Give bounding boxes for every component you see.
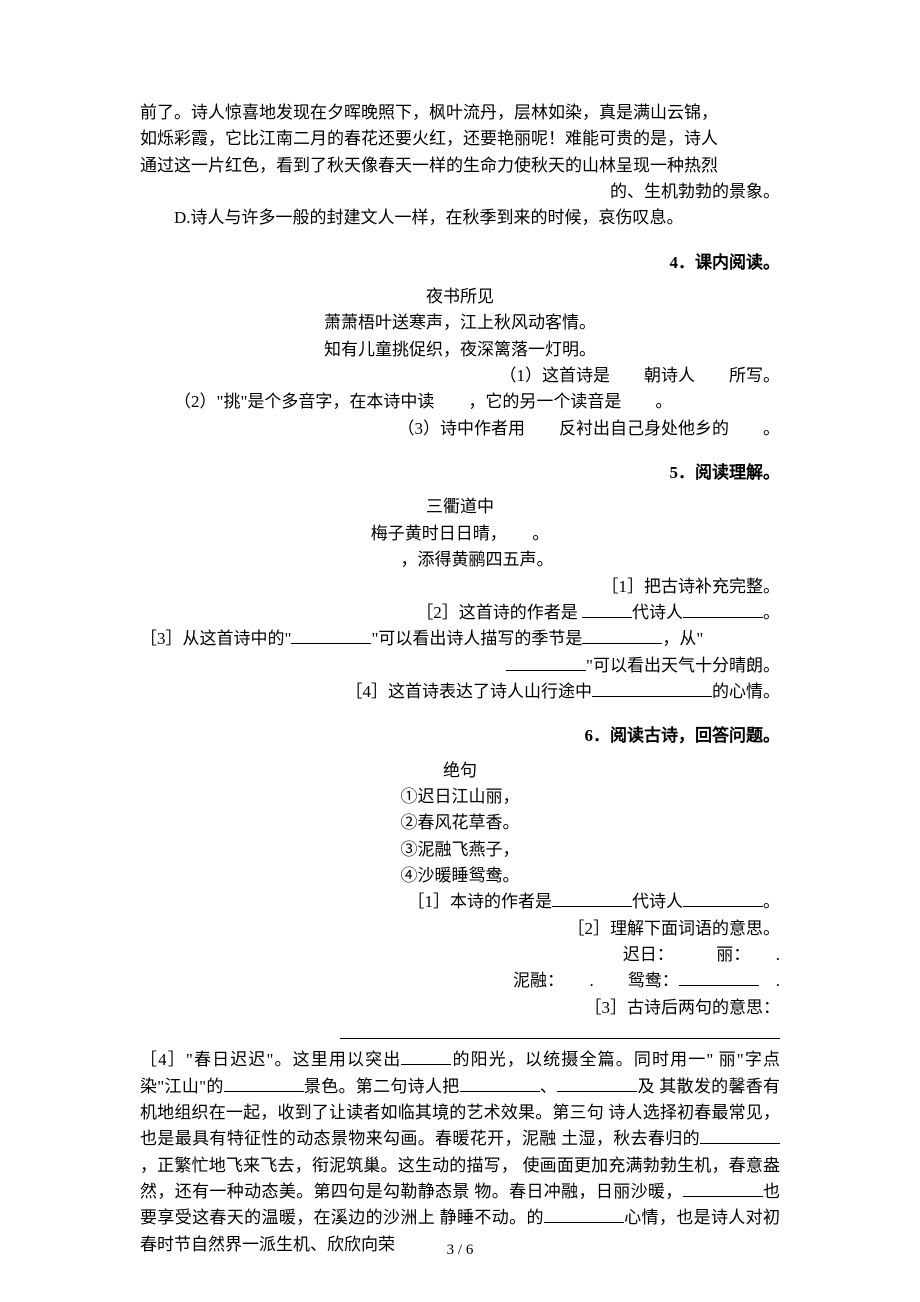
continuation-paragraph: 前了。诗人惊喜地发现在夕晖晚照下，枫叶流丹，层林如染，真是满山云锦， 如烁彩霞，… <box>140 100 780 205</box>
section-6-heading: 6．阅读古诗，回答问题。 <box>140 723 780 749</box>
question-line: "可以看出天气十分晴朗。 <box>140 653 780 679</box>
fill-blank <box>582 626 662 644</box>
q-text: 。 <box>763 603 780 622</box>
answer-underline <box>140 1021 780 1047</box>
fill-blank <box>401 1047 451 1065</box>
fill-blank <box>340 1021 780 1039</box>
fill-blank <box>582 600 632 618</box>
q-text: "可以看出诗人描写的季节是 <box>371 629 582 648</box>
q-text: ，正繁忙地飞来飞去，衔泥筑巢。这生动的描写， <box>140 1156 518 1175</box>
question-line: ［1］把古诗补充完整。 <box>140 574 780 600</box>
fill-blank <box>683 1179 763 1197</box>
q-text: 物。春日冲融，日丽沙暖， <box>474 1182 682 1201</box>
q-text: ［4］"春日迟迟"。这里用以突出 <box>140 1050 401 1069</box>
question-line: 迟日： 丽： . <box>140 942 780 968</box>
question-line: ［3］从这首诗中的" "可以看出诗人描写的季节是 ，从" <box>140 626 780 652</box>
q-text: 景色。第二句诗人把 <box>304 1077 460 1096</box>
fill-blank <box>552 889 632 907</box>
fill-blank <box>683 600 763 618</box>
poem-line: 萧萧梧叶送寒声，江上秋风动客情。 <box>140 310 780 336</box>
question-line: （1）这首诗是 朝诗人 所写。 <box>140 363 780 389</box>
page-number: 3 / 6 <box>0 1239 920 1262</box>
poem-line: 知有儿童挑促织，夜深篱落一灯明。 <box>140 337 780 363</box>
q-text: 迟日： <box>623 945 666 964</box>
q-text: ［2］这首诗的作者是 <box>416 603 582 622</box>
q-text: 。 <box>763 892 780 911</box>
option-d: D.诗人与许多一般的封建文人一样，在秋季到来的时候，哀伤叹息。 <box>140 205 780 231</box>
q-text: ［1］本诗的作者是 <box>408 892 553 911</box>
poem-title: 三衢道中 <box>140 494 780 520</box>
q-text: ，从" <box>662 629 703 648</box>
q-text: 静睡不动。的 <box>440 1208 544 1227</box>
para-line-right: 的、生机勃勃的景象。 <box>140 179 780 205</box>
fill-blank <box>592 679 712 697</box>
poem-line: ④沙暖睡鸳鸯。 <box>140 863 780 889</box>
question-line: ［1］本诗的作者是 代诗人 。 <box>140 889 780 915</box>
poem-title: 夜书所见 <box>140 284 780 310</box>
q-text: 鸳鸯： <box>628 971 679 990</box>
para-line: 通过这一片红色，看到了秋天像春天一样的生命力使秋天的山林呈现一种热烈 <box>140 153 780 179</box>
poem-title: 绝句 <box>140 758 780 784</box>
poem-line: 梅子黄时日日晴， 。 <box>140 521 780 547</box>
poem-line: ②春风花草香。 <box>140 810 780 836</box>
q-text: 的心情。 <box>712 682 780 701</box>
fill-blank <box>506 653 586 671</box>
fill-blank <box>700 1126 780 1144</box>
question-line: ［2］理解下面词语的意思。 <box>140 916 780 942</box>
fill-blank <box>291 626 371 644</box>
question-line: （2）"挑"是个多音字，在本诗中读 ，它的另一个读音是 。 <box>140 389 780 415</box>
section-5-heading: 5．阅读理解。 <box>140 460 780 486</box>
para-line: 如烁彩霞，它比江南二月的春花还要火红，还要艳丽呢！难能可贵的是，诗人 <box>140 126 780 152</box>
fill-blank <box>460 1074 540 1092</box>
q-text: 代诗人 <box>632 892 683 911</box>
question-line: （3）诗中作者用 反衬出自己身处他乡的 。 <box>140 416 780 442</box>
q-text: "可以看出天气十分晴朗。 <box>586 656 780 675</box>
question-line: ［2］这首诗的作者是 代诗人 。 <box>140 600 780 626</box>
q-text: ［3］从这首诗中的" <box>140 629 291 648</box>
poem-line: ①迟日江山丽， <box>140 784 780 810</box>
question-line: ［3］古诗后两句的意思： <box>140 995 780 1021</box>
q-text: 代诗人 <box>632 603 683 622</box>
q-text: ［4］这首诗表达了诗人山行途中 <box>346 682 593 701</box>
q-text: 丽： <box>716 945 742 964</box>
fill-blank <box>557 1074 637 1092</box>
poem-line: ③泥融飞燕子， <box>140 837 780 863</box>
fill-blank <box>224 1074 304 1092</box>
question-4-paragraph: ［4］"春日迟迟"。这里用以突出的阳光，以统摄全篇。同时用一" 丽"字点染"江山… <box>140 1047 780 1258</box>
question-line: 泥融： . 鸳鸯： . <box>140 968 780 994</box>
q-text: 、 <box>540 1077 558 1096</box>
fill-blank <box>683 889 763 907</box>
poem-line: ，添得黄鹂四五声。 <box>140 547 780 573</box>
fill-blank <box>544 1205 624 1223</box>
q-text: 泥融： <box>513 971 556 990</box>
q-text: 土湿，秋去春归的 <box>561 1129 700 1148</box>
fill-blank <box>679 968 759 986</box>
para-line: 前了。诗人惊喜地发现在夕晖晚照下，枫叶流丹，层林如染，真是满山云锦， <box>140 100 780 126</box>
q-text: 的阳光，以统摄全篇。同时用一" <box>451 1050 713 1069</box>
section-4-heading: 4．课内阅读。 <box>140 250 780 276</box>
q-text: 及 <box>637 1077 655 1096</box>
question-line: ［4］这首诗表达了诗人山行途中 的心情。 <box>140 679 780 705</box>
